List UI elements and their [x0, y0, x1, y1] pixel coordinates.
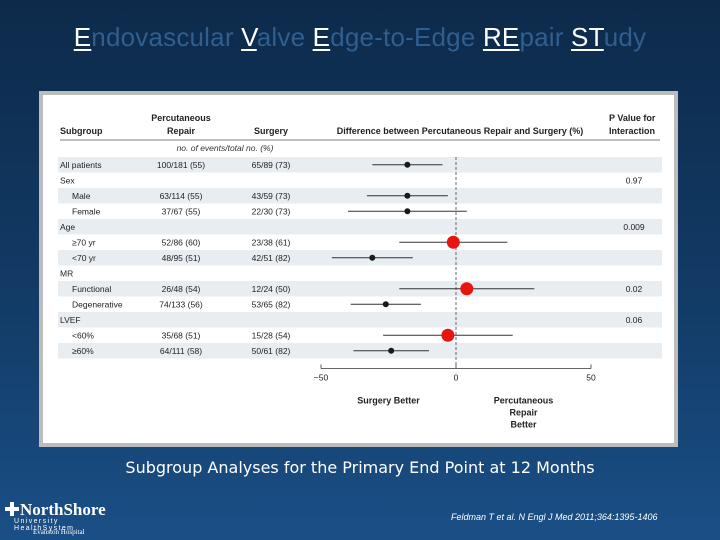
row-label: <60% — [72, 331, 94, 341]
estimate-point — [404, 208, 411, 215]
surgery-value: 50/61 (82) — [252, 346, 291, 356]
row-label: ≥70 yr — [72, 238, 96, 248]
slide-title: Endovascular Valve Edge-to-Edge REpair S… — [0, 22, 720, 53]
logo-subtitle: University HealthSystem — [14, 518, 75, 532]
estimate-point-highlight — [460, 282, 474, 296]
percutaneous-value: 64/111 (58) — [160, 346, 202, 356]
row-label: MR — [60, 269, 73, 279]
surgery-value: 42/51 (82) — [252, 253, 291, 263]
percutaneous-value: 74/133 (56) — [159, 300, 203, 310]
percutaneous-value: 100/181 (55) — [157, 160, 205, 170]
surgery-value: 43/59 (73) — [252, 191, 291, 201]
citation: Feldman T et al. N Engl J Med 2011;364:1… — [451, 512, 658, 522]
surgery-value: 22/30 (73) — [252, 207, 291, 217]
header-surgery: Surgery — [254, 126, 288, 136]
estimate-point — [388, 347, 395, 354]
x-label-surgery-better: Surgery Better — [357, 396, 420, 406]
row-label: LVEF — [60, 315, 81, 325]
surgery-value: 15/28 (54) — [252, 331, 291, 341]
row-stripe — [58, 281, 662, 297]
surgery-value: 23/38 (61) — [252, 238, 291, 248]
row-stripe — [58, 157, 662, 173]
x-label-percutaneous-better: Better — [510, 420, 537, 430]
header-percutaneous: Percutaneous — [151, 113, 211, 123]
header-subgroup: Subgroup — [60, 126, 103, 136]
row-label: Age — [60, 222, 75, 232]
percutaneous-value: 37/67 (55) — [162, 207, 201, 217]
pvalue: 0.009 — [623, 222, 645, 232]
title-acronym-letters: ST — [571, 22, 604, 52]
estimate-point-highlight — [446, 235, 460, 249]
row-label: Degenerative — [72, 300, 123, 310]
title-text: udy — [603, 22, 647, 52]
header-repair: Repair — [167, 126, 196, 136]
pvalue: 0.97 — [626, 176, 643, 186]
percutaneous-value: 35/68 (51) — [162, 331, 201, 341]
x-tick-label: 50 — [586, 373, 596, 383]
x-label-percutaneous-better: Repair — [509, 408, 538, 418]
estimate-point — [369, 254, 376, 261]
plus-cross-icon — [5, 502, 19, 516]
row-stripe — [58, 188, 662, 204]
x-tick-label: −50 — [314, 373, 329, 383]
row-label: All patients — [60, 160, 102, 170]
row-label: <70 yr — [72, 253, 96, 263]
units-label: no. of events/total no. (%) — [177, 143, 274, 153]
header-difference: Difference between Percutaneous Repair a… — [337, 126, 584, 136]
estimate-point — [404, 161, 411, 168]
pvalue: 0.06 — [626, 315, 643, 325]
title-text: pair — [519, 22, 572, 52]
figure-caption: Subgroup Analyses for the Primary End Po… — [125, 458, 595, 477]
northshore-logo: NorthShore University HealthSystem Evans… — [4, 500, 116, 538]
row-label: Sex — [60, 176, 75, 186]
estimate-point-highlight — [441, 328, 455, 342]
row-label: Functional — [72, 284, 111, 294]
title-text: alve — [256, 22, 313, 52]
title-text: ndovascular — [91, 22, 242, 52]
row-label: Male — [72, 191, 91, 201]
x-label-percutaneous-better: Percutaneous — [494, 396, 554, 406]
row-label: ≥60% — [72, 346, 94, 356]
estimate-point — [382, 301, 389, 308]
percutaneous-value: 52/86 (60) — [162, 238, 201, 248]
surgery-value: 12/24 (50) — [252, 284, 291, 294]
percutaneous-value: 63/114 (55) — [160, 191, 203, 201]
row-stripe — [58, 219, 662, 235]
percutaneous-value: 48/95 (51) — [162, 253, 201, 263]
header-pvalue: P Value for — [609, 113, 656, 123]
row-label: Female — [72, 207, 101, 217]
figure-frame: Subgroup Percutaneous Repair Surgery Differe… — [39, 91, 678, 447]
forest-plot: Subgroup Percutaneous Repair Surgery Differe… — [58, 113, 662, 430]
title-acronym-letters: RE — [482, 22, 520, 52]
title-acronym-letters: V — [241, 22, 257, 52]
percutaneous-value: 26/48 (54) — [162, 284, 201, 294]
header-interaction: Interaction — [609, 126, 655, 136]
surgery-value: 53/65 (82) — [252, 300, 291, 310]
title-acronym-letters: E — [312, 22, 331, 52]
logo-hospital: Evanston Hospital — [33, 528, 85, 536]
estimate-point — [404, 192, 411, 199]
pvalue: 0.02 — [626, 284, 643, 294]
title-acronym-letters: E — [73, 22, 92, 52]
surgery-value: 65/89 (73) — [252, 160, 291, 170]
logo-name: NorthShore — [20, 500, 106, 519]
row-stripe — [58, 312, 662, 328]
forest-plot-panel: Subgroup Percutaneous Repair Surgery Differe… — [43, 95, 674, 443]
x-tick-label: 0 — [454, 373, 459, 383]
title-text: dge-to-Edge — [330, 22, 483, 52]
